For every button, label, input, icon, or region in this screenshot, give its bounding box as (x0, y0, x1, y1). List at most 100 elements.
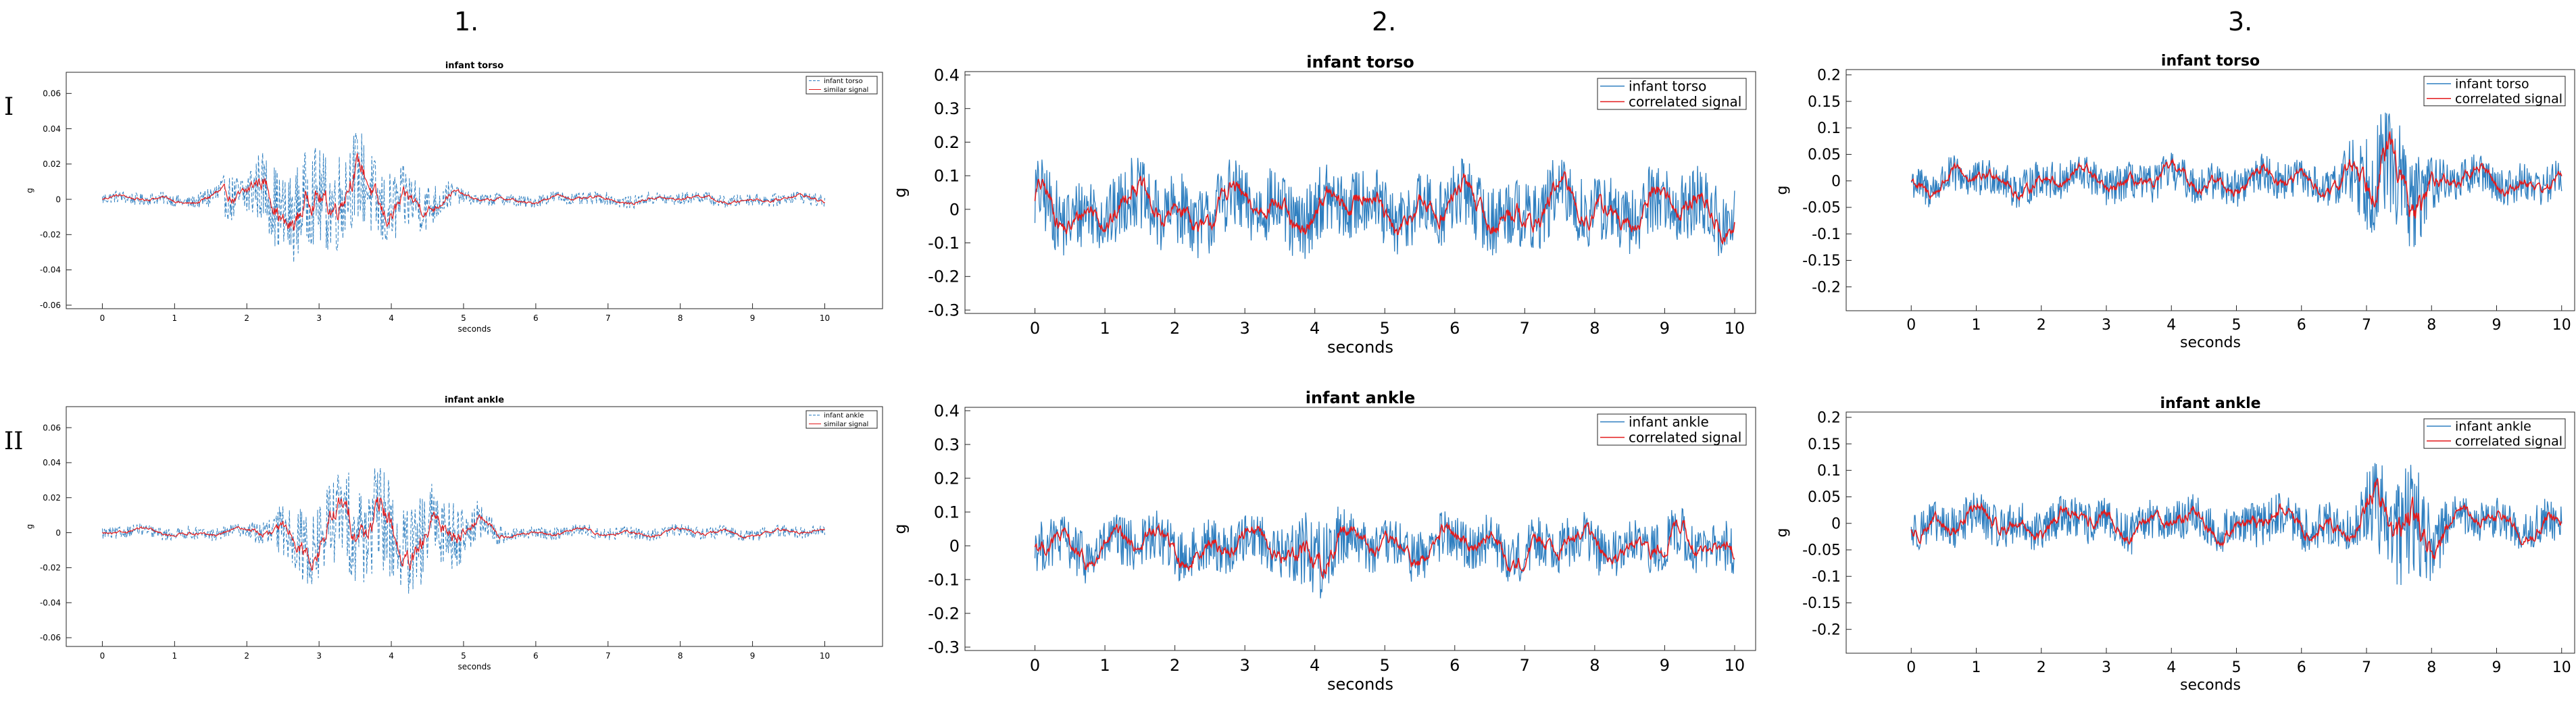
y-tick-label: -0.3 (928, 301, 960, 320)
x-tick-label: 3 (1240, 656, 1250, 675)
chart-title: infant ankle (445, 395, 504, 405)
x-axis-label: seconds (457, 662, 491, 671)
y-axis-label: g (25, 188, 34, 193)
y-tick-label: -0.15 (1802, 595, 1841, 612)
x-tick-label: 6 (2297, 659, 2306, 676)
legend-entry: correlated signal (2455, 91, 2562, 106)
x-tick-label: 0 (1906, 317, 1916, 334)
y-tick-label: 0.4 (934, 401, 960, 420)
y-tick-label: 0.05 (1808, 489, 1841, 506)
x-tick-label: 7 (2362, 317, 2371, 334)
y-tick-label: 0.1 (1817, 463, 1841, 480)
y-tick-label: 0.15 (1808, 436, 1841, 453)
y-tick-label: -0.05 (1802, 542, 1841, 559)
x-tick-label: 0 (1030, 319, 1040, 338)
y-tick-label: 0.04 (43, 458, 61, 467)
x-tick-label: 9 (2492, 317, 2502, 334)
x-tick-label: 8 (678, 313, 683, 323)
legend-entry: correlated signal (1629, 430, 1741, 446)
x-tick-label: 6 (533, 313, 539, 323)
x-tick-label: 5 (1380, 656, 1390, 675)
y-tick-label: 0.15 (1808, 94, 1841, 111)
y-axis-label: g (891, 524, 910, 534)
y-tick-label: 0.02 (43, 159, 61, 169)
chart-p1a: 0 1 2 3 4 5 6 7 8 9 10 -0.06 -0.04 -0.02 0 0.02 0.04 0.06… (25, 61, 883, 334)
y-tick-label: 0 (55, 195, 61, 204)
y-tick-label: -0.05 (1802, 200, 1841, 217)
column-header-3: 3. (2228, 7, 2253, 36)
x-tick-label: 1 (1099, 319, 1110, 338)
x-tick-label: 6 (533, 651, 539, 661)
series-line-p1b-fitted (101, 496, 825, 571)
y-tick-label: 0.05 (1808, 147, 1841, 163)
x-tick-label: 0 (1906, 659, 1916, 676)
chart-title: infant ankle (1306, 388, 1416, 407)
plot-area-p2b (964, 407, 1756, 651)
x-tick-label: 1 (172, 313, 178, 323)
x-tick-label: 3 (1240, 319, 1250, 338)
y-tick-label: 0.3 (934, 99, 960, 118)
x-tick-label: 2 (2037, 317, 2046, 334)
x-tick-label: 10 (820, 651, 830, 661)
chart-title: infant ankle (2160, 395, 2260, 412)
legend-entry: infant ankle (2455, 419, 2531, 434)
series-line-p2b-measured (1034, 506, 1735, 598)
y-tick-label: 0 (949, 536, 960, 555)
x-axis-label: seconds (1327, 675, 1393, 694)
series-line-p3a-fitted (1910, 131, 2562, 219)
x-tick-label: 9 (1660, 319, 1670, 338)
y-tick-label: 0.06 (43, 89, 61, 99)
y-tick-label: -0.06 (40, 633, 61, 642)
y-tick-label: 0.3 (934, 435, 960, 454)
x-tick-label: 1 (1972, 659, 1981, 676)
y-tick-label: 0.2 (1817, 410, 1841, 427)
chart-title: infant torso (1306, 53, 1414, 72)
y-tick-label: 0.1 (934, 503, 960, 521)
chart-p2b: 0 1 2 3 4 5 6 7 8 9 10 -0.3 -0.2 -0.1 0 0.1 0.2 0.3 0.4 inf… (891, 388, 1756, 694)
x-tick-label: 2 (244, 313, 249, 323)
column-header-2: 2. (1372, 7, 1397, 36)
y-axis-label: g (1774, 186, 1791, 195)
x-tick-label: 1 (1972, 317, 1981, 334)
x-tick-label: 10 (2552, 659, 2571, 676)
y-axis-label: g (25, 524, 34, 530)
series-line-p3a-measured (1910, 112, 2562, 247)
x-tick-label: 4 (2166, 659, 2176, 676)
x-tick-label: 10 (1725, 319, 1745, 338)
legend-entry: infant torso (1629, 78, 1706, 95)
chart-p3b: 0 1 2 3 4 5 6 7 8 9 10 -0.2 -0.15 -0.1 -0.05 0 0.05 0.1 0.… (1774, 395, 2575, 694)
x-axis-label: seconds (457, 324, 491, 334)
chart-p3a: 0 1 2 3 4 5 6 7 8 9 10 -0.2 -0.15 -0.1 -0.05 0 0.05 0.1 0.… (1774, 53, 2575, 351)
y-tick-label: 0.02 (43, 493, 61, 503)
series-line-p2b-fitted (1034, 519, 1735, 580)
legend-entry: similar signal (824, 86, 868, 94)
legend-entry: infant torso (824, 78, 863, 85)
y-tick-label: 0.06 (43, 423, 61, 432)
y-tick-label: -0.04 (40, 598, 61, 607)
x-tick-label: 9 (750, 651, 756, 661)
x-tick-label: 5 (2232, 317, 2241, 334)
y-tick-label: -0.2 (1812, 621, 1841, 638)
x-tick-label: 7 (1520, 656, 1530, 675)
x-axis-label: seconds (2180, 334, 2241, 351)
x-tick-label: 3 (2102, 659, 2111, 676)
series-line-p1a-measured (102, 132, 825, 263)
x-tick-label: 9 (1660, 656, 1670, 675)
chart-p2a: 0 1 2 3 4 5 6 7 8 9 10 -0.3 -0.2 -0.1 0 0.1 0.2 0.3 0.4 inf… (891, 53, 1756, 357)
y-tick-label: -0.02 (40, 563, 61, 573)
x-tick-label: 3 (2102, 317, 2111, 334)
y-tick-label: -0.2 (928, 267, 960, 286)
legend-entry: infant ankle (824, 412, 864, 419)
x-tick-label: 2 (1170, 319, 1180, 338)
x-tick-label: 8 (678, 651, 683, 661)
y-tick-label: -0.2 (1812, 279, 1841, 296)
x-tick-label: 3 (316, 313, 322, 323)
y-tick-label: 0.2 (1817, 68, 1841, 84)
chart-p1b: 0 1 2 3 4 5 6 7 8 9 10 -0.06 -0.04 -0.02 0 0.02 0.04 0.06… (25, 395, 883, 671)
y-tick-label: -0.3 (928, 638, 960, 657)
x-tick-label: 8 (1589, 656, 1600, 675)
